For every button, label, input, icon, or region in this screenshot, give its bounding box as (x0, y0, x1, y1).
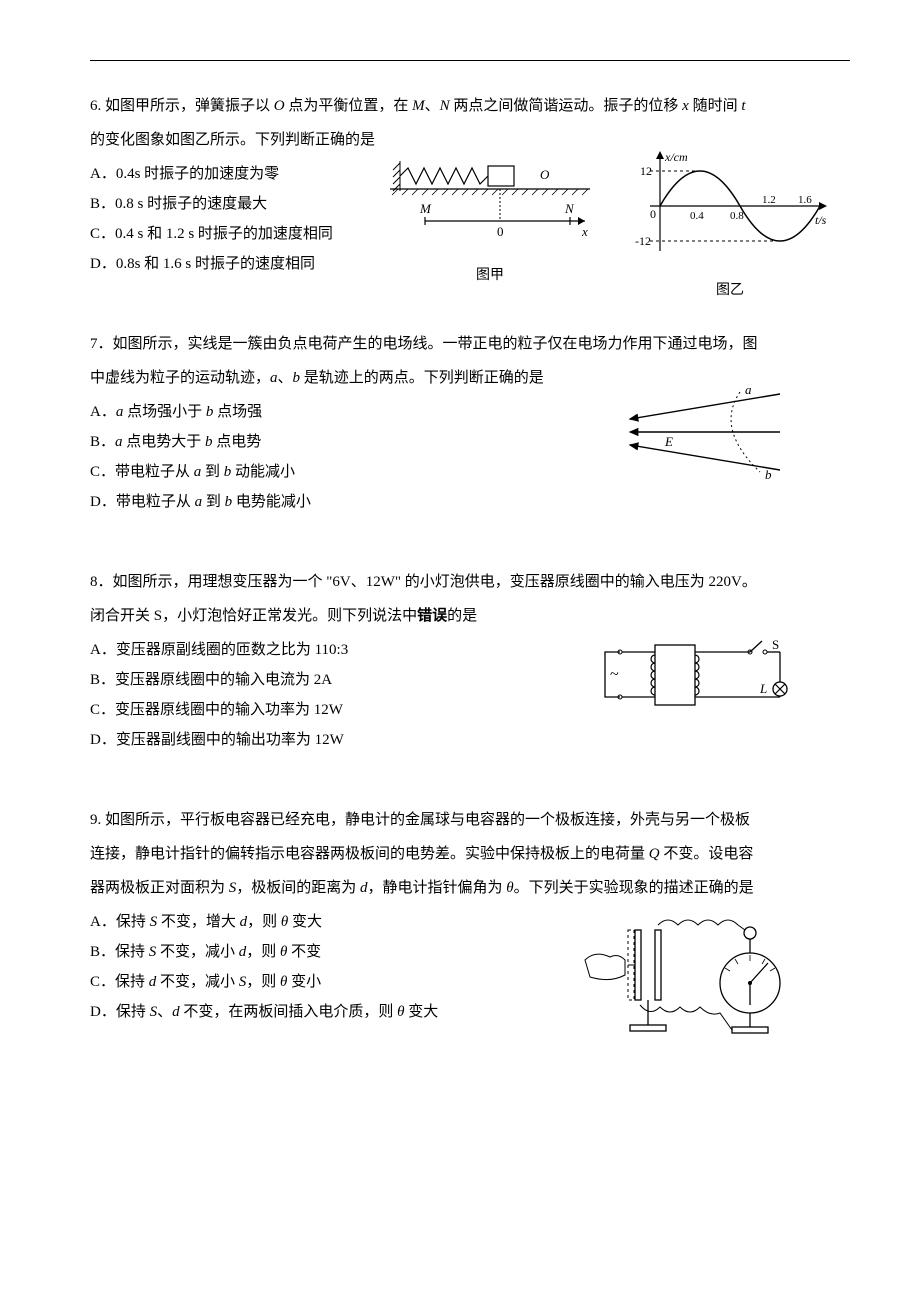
q6-figure-yi: x/cm 12 0 -12 0.4 0.8 1.2 1.6 t/s 图乙 (630, 146, 830, 305)
q6-fig2-caption: 图乙 (630, 277, 830, 305)
q8-figure: ~ (600, 637, 790, 728)
q6-fig1-x: x (581, 224, 588, 239)
q7-fig-E: E (664, 434, 673, 449)
q6-fig2-ymin: -12 (635, 234, 651, 248)
sine-graph-svg: x/cm 12 0 -12 0.4 0.8 1.2 1.6 t/s (630, 146, 830, 266)
q6-fig1-O: O (540, 167, 550, 182)
q6-fig2-xaxis: t/s (815, 213, 827, 227)
q6-fig2-t2: 0.8 (730, 210, 744, 222)
q6-stem-line1: 6. 如图甲所示，弹簧振子以 O 点为平衡位置，在 M、N 两点之间做简谐运动。… (90, 91, 850, 121)
q6-fig2-t3: 1.2 (762, 194, 776, 206)
q9-stem-line3: 器两极板正对面积为 S，极板间的距离为 d，静电计指针偏角为 θ。下列关于实验现… (90, 873, 850, 903)
q9-number: 9. (90, 812, 101, 828)
q6-fig2-t4: 1.6 (798, 194, 812, 206)
q9-stem-line2: 连接，静电计指针的偏转指示电容器两极板间的电势差。实验中保持极板上的电荷量 Q … (90, 839, 850, 869)
q6-fig1-M: M (419, 201, 432, 216)
q8-stem2a: 闭合开关 S，小灯泡恰好正常发光。则下列说法中 (90, 608, 417, 624)
q6-stem1-text: 如图甲所示，弹簧振子以 O 点为平衡位置，在 M、N 两点之间做简谐运动。振子的… (105, 98, 746, 114)
q8-stem-line1: 8．如图所示，用理想变压器为一个 "6V、12W" 的小灯泡供电，变压器原线圈中… (90, 567, 850, 597)
q7-fig-a: a (745, 384, 752, 397)
question-9: 9. 如图所示，平行板电容器已经充电，静电计的金属球与电容器的一个极板连接，外壳… (90, 805, 850, 1027)
top-rule (90, 60, 850, 61)
q8-number: 8． (90, 574, 113, 590)
transformer-svg: ~ (600, 637, 790, 717)
q8-stem2b: 错误 (417, 608, 447, 624)
question-6: 6. 如图甲所示，弹簧振子以 O 点为平衡位置，在 M、N 两点之间做简谐运动。… (90, 91, 850, 279)
q6-fig1-caption: 图甲 (390, 262, 590, 290)
q7-number: 7． (90, 336, 113, 352)
efield-svg: a b E (610, 384, 790, 484)
q8-stem-line2: 闭合开关 S，小灯泡恰好正常发光。则下列说法中错误的是 (90, 601, 850, 631)
question-8: 8．如图所示，用理想变压器为一个 "6V、12W" 的小灯泡供电，变压器原线圈中… (90, 567, 850, 755)
electroscope-svg (580, 905, 820, 1045)
q7-fig-b: b (765, 467, 772, 482)
q7-stem-line1: 7．如图所示，实线是一簇由负点电荷产生的电场线。一带正电的粒子仅在电场力作用下通… (90, 329, 850, 359)
q8-fig-L: L (759, 681, 767, 696)
q6-fig2-yzero: 0 (650, 207, 656, 221)
q6-number: 6. (90, 98, 101, 114)
q6-fig1-0: 0 (497, 224, 504, 239)
q6-fig1-N: N (564, 201, 575, 216)
spring-oscillator-svg: O M N 0 x (390, 161, 590, 251)
q6-fig2-yaxis: x/cm (664, 150, 688, 164)
question-7: 7．如图所示，实线是一簇由负点电荷产生的电场线。一带正电的粒子仅在电场力作用下通… (90, 329, 850, 517)
q7-figure: a b E (610, 384, 790, 495)
q8-stem2c: 的是 (447, 608, 477, 624)
q9-figure (580, 905, 820, 1056)
q8-stem1-text: 如图所示，用理想变压器为一个 "6V、12W" 的小灯泡供电，变压器原线圈中的输… (113, 574, 757, 590)
q9-stem-line1: 9. 如图所示，平行板电容器已经充电，静电计的金属球与电容器的一个极板连接，外壳… (90, 805, 850, 835)
q6-fig2-ymax: 12 (640, 164, 652, 178)
q9-stem1-text: 如图所示，平行板电容器已经充电，静电计的金属球与电容器的一个极板连接，外壳与另一… (105, 812, 750, 828)
q8-fig-S: S (772, 637, 779, 652)
q6-figure-jia: O M N 0 x 图甲 (390, 161, 590, 290)
q7-stem1-text: 如图所示，实线是一簇由负点电荷产生的电场线。一带正电的粒子仅在电场力作用下通过电… (113, 336, 758, 352)
q8-option-d: D．变压器副线圈中的输出功率为 12W (90, 725, 850, 755)
q6-fig2-t1: 0.4 (690, 210, 704, 222)
q8-fig-tilde: ~ (610, 666, 619, 683)
